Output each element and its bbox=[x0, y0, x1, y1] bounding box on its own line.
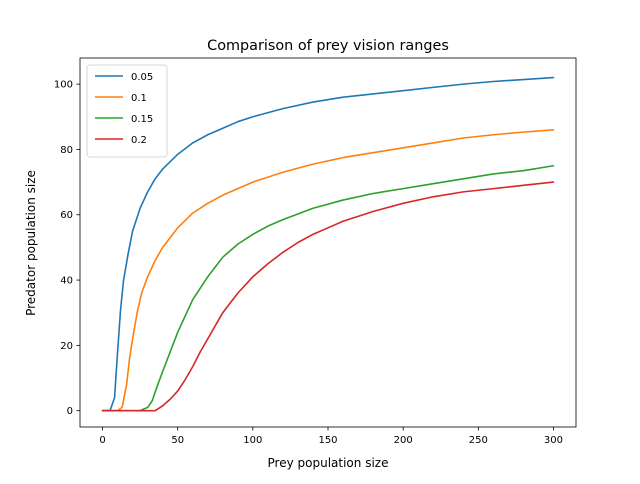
axes: 0 50 100 150 200 250 300 0 20 40 60 80 100 bbox=[54, 57, 577, 446]
x-tick-label-6: 300 bbox=[544, 435, 563, 446]
x-tick-label-4: 200 bbox=[394, 435, 413, 446]
x-tick-label-1: 50 bbox=[171, 435, 184, 446]
series-line-1 bbox=[101, 129, 555, 412]
y-axis-label: Predator population size bbox=[24, 170, 38, 316]
x-tick-label-2: 100 bbox=[243, 435, 262, 446]
x-tick-label-0: 0 bbox=[99, 435, 105, 446]
y-tick-label-1: 20 bbox=[60, 341, 73, 352]
x-tick-label-5: 250 bbox=[469, 435, 488, 446]
legend-label-2: 0.15 bbox=[131, 114, 153, 125]
y-tick-label-4: 80 bbox=[60, 145, 73, 156]
x-tick-label-3: 150 bbox=[318, 435, 337, 446]
x-axis-label: Prey population size bbox=[268, 456, 389, 470]
legend: 0.05 0.1 0.15 0.2 bbox=[86, 64, 168, 158]
series-line-3 bbox=[101, 181, 555, 412]
y-tick-label-5: 100 bbox=[54, 80, 73, 91]
y-tick-label-3: 60 bbox=[60, 210, 73, 221]
y-tick-label-0: 0 bbox=[67, 406, 73, 417]
series-line-2 bbox=[101, 164, 555, 412]
series-line-0 bbox=[101, 76, 555, 412]
legend-label-0: 0.05 bbox=[131, 72, 153, 83]
plot-area bbox=[101, 76, 555, 412]
legend-label-3: 0.2 bbox=[131, 135, 147, 146]
chart-title: Comparison of prey vision ranges bbox=[207, 38, 449, 54]
legend-box bbox=[86, 64, 168, 158]
y-tick-label-2: 40 bbox=[60, 276, 73, 287]
legend-label-1: 0.1 bbox=[131, 93, 147, 104]
